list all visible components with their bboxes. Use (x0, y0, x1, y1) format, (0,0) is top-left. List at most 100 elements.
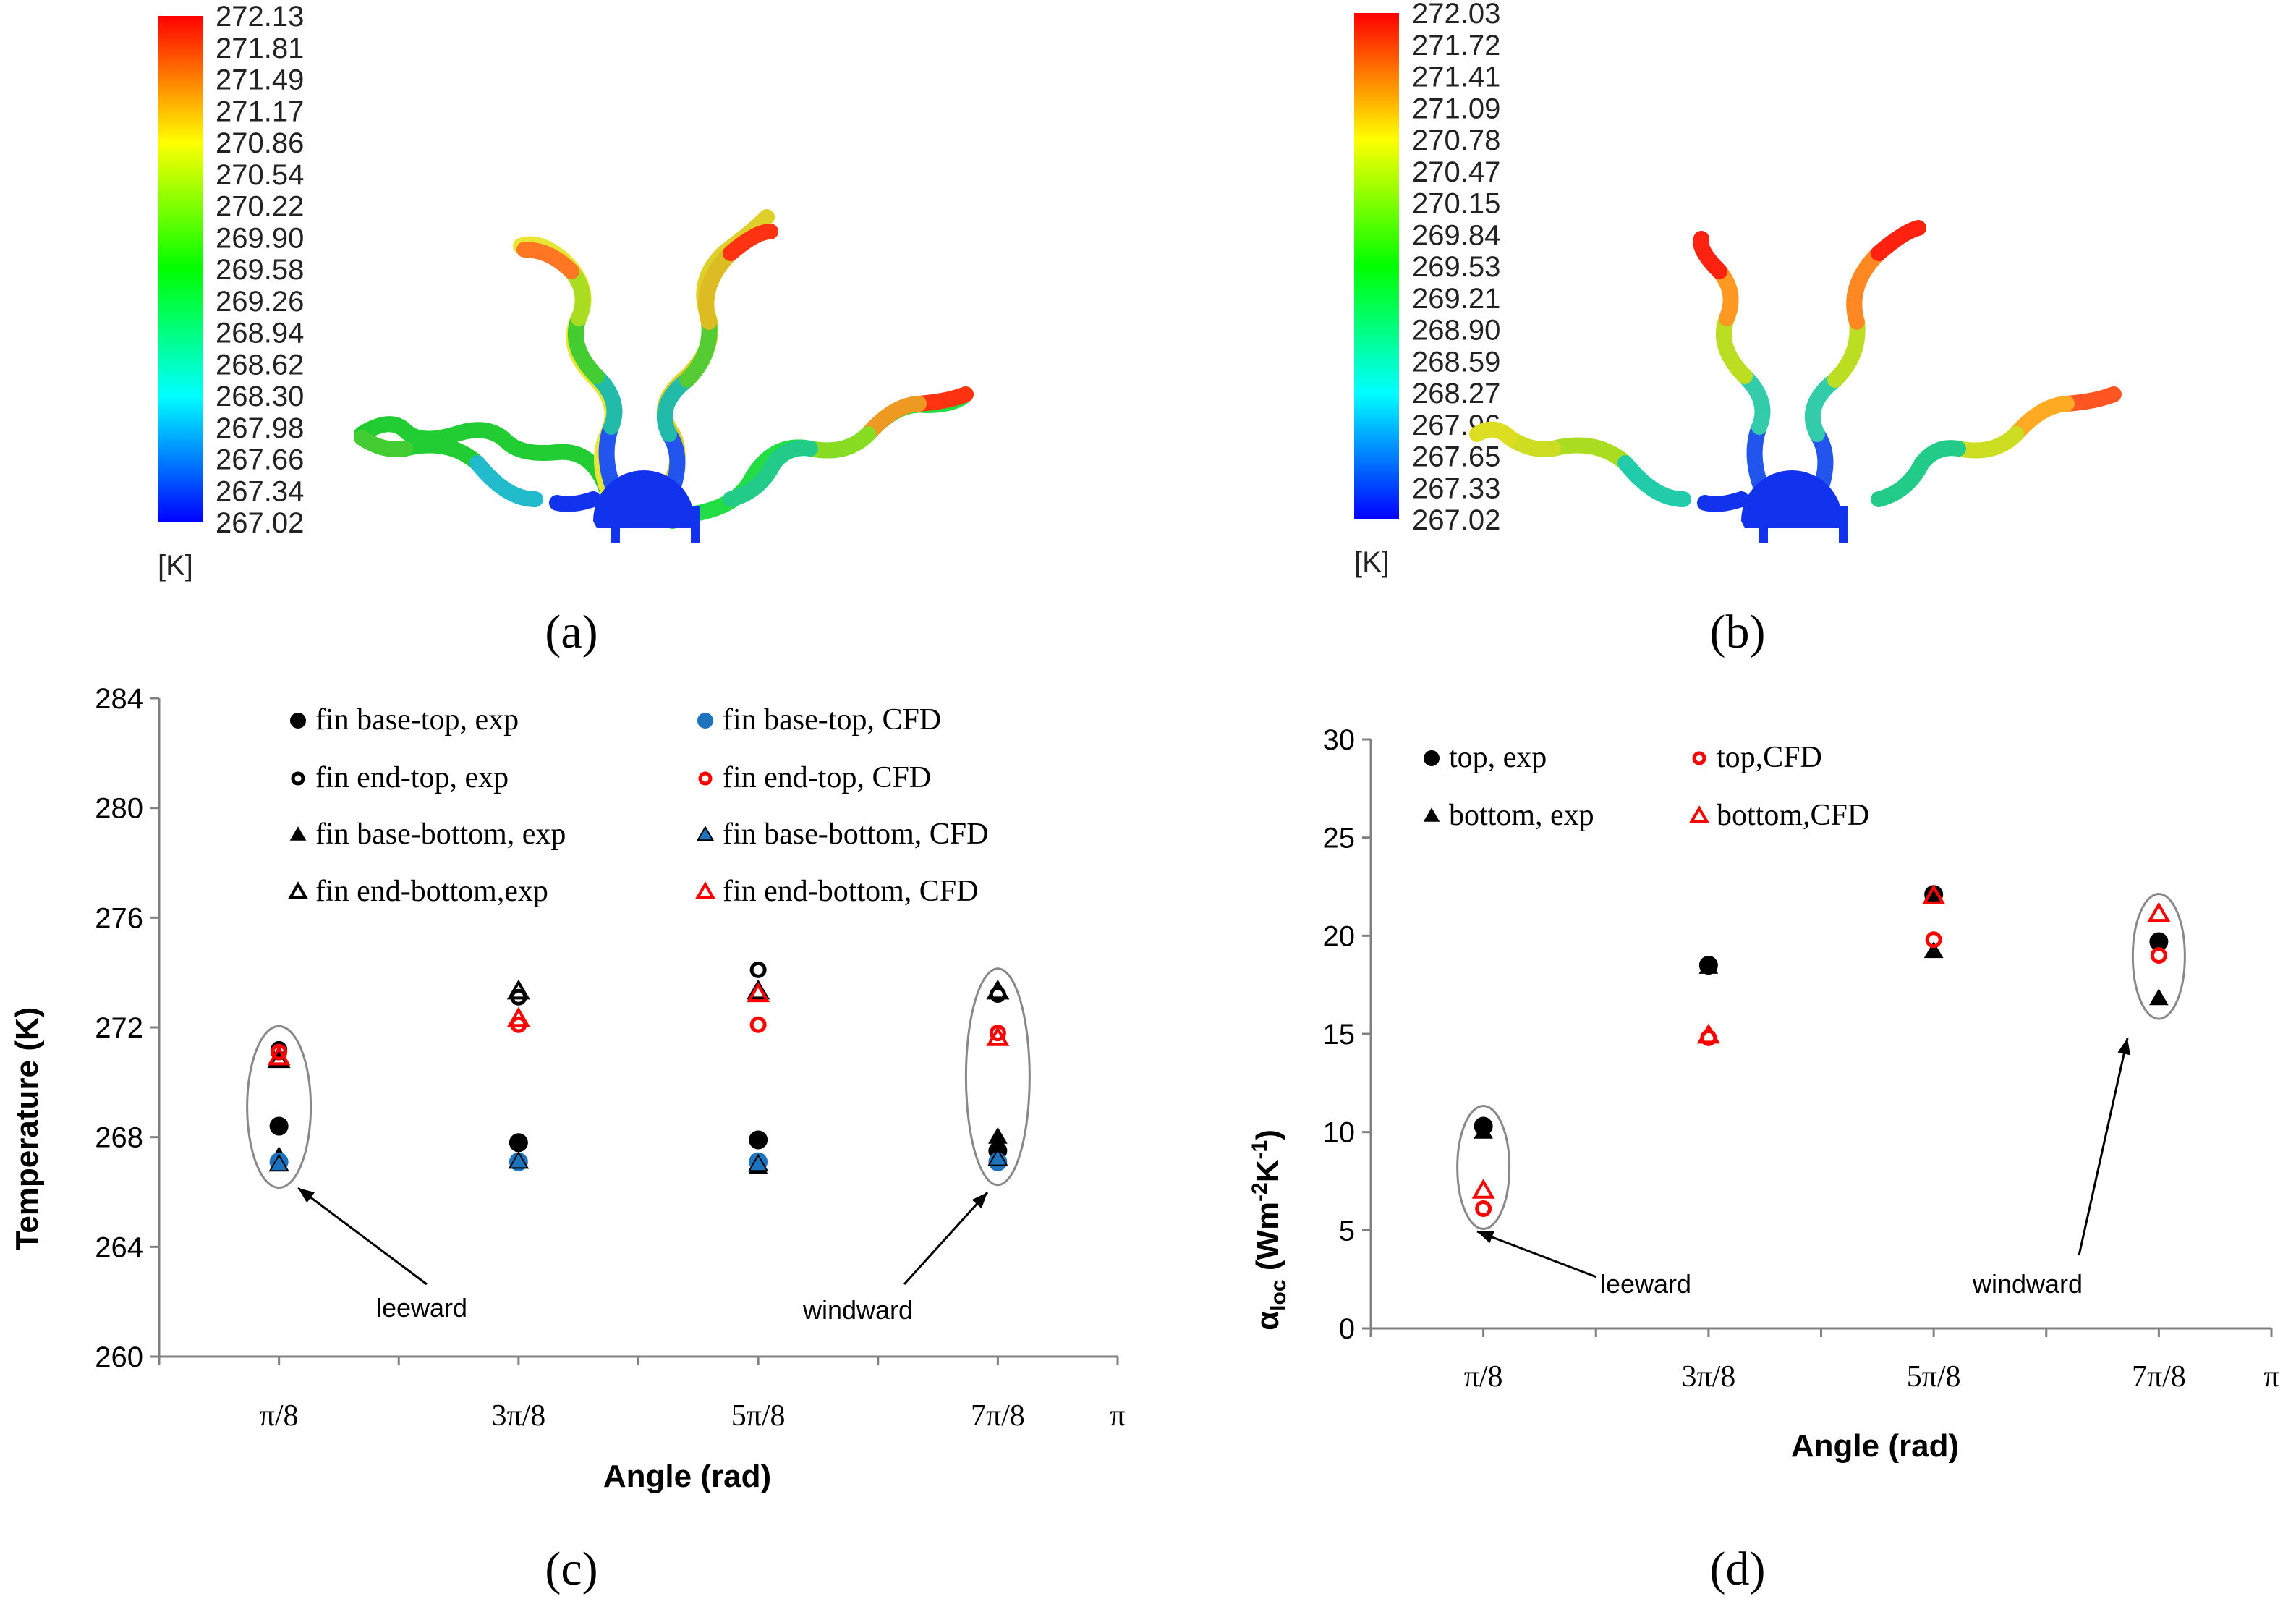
x-tick-label-pi: π (1110, 1399, 1125, 1433)
x-tick-label: 7π/8 (971, 1399, 1025, 1433)
colorbar-tick-label: 272.03 (1412, 0, 1500, 30)
legend-label: fin base-bottom, CFD (723, 818, 988, 851)
y-tick-label: 15 (1323, 1019, 1356, 1051)
chart-c: 260 264 268 272 276 280 284 π/8 3π/8 5π/8 7π/8 π fi… (9, 683, 1126, 1595)
ellipses-c (246, 967, 1031, 1189)
data-point (749, 961, 767, 978)
data-point (747, 1153, 769, 1172)
data-point (747, 982, 770, 1003)
legend-label: fin end-bottom,exp (315, 875, 548, 908)
contour-plot-b: 272.03271.72271.41271.09270.78270.47270.… (1354, 0, 2122, 658)
legend-label: fin end-top, exp (315, 761, 509, 794)
colorbar-tick-label: 271.41 (1412, 61, 1500, 93)
y-label-unit-c-d: ) (1250, 1129, 1285, 1140)
panel-b: 272.03 271.72 271.41 271.09 270.78 270.47 270.… (1148, 0, 2296, 666)
colorbar-tick-label: 269.90 (216, 222, 304, 254)
legend-marker (1692, 751, 1706, 765)
highlight-ellipse (1456, 1105, 1511, 1230)
colorbar-tick-label: 267.66 (216, 444, 304, 476)
legend-label: top, exp (1449, 741, 1547, 774)
colorbar-tick-label: 269.53 (1412, 251, 1500, 283)
data-point (1698, 956, 1719, 974)
panel-label-a: (a) (545, 606, 598, 658)
colorbar-tick-label: 267.98 (216, 412, 304, 444)
annotations-c: leeward windward (297, 1187, 989, 1325)
x-axis-label-c: Angle (rad) (603, 1459, 771, 1494)
annotation-arrow-head (298, 1188, 315, 1203)
colorbar-tick-label: 268.30 (216, 381, 304, 412)
x-tick-label: π/8 (1464, 1360, 1503, 1393)
x-tick-label: 7π/8 (2132, 1360, 2186, 1393)
data-point (749, 1016, 767, 1033)
data-point (508, 1150, 530, 1169)
data-point (2150, 946, 2167, 964)
colorbar-tick-label: 271.09 (1412, 93, 1500, 124)
points-c (267, 961, 1010, 1174)
colorbar-tick-label: 267.02 (216, 507, 304, 539)
y-axis-label-d: αloc (Wm-2K-1) (1248, 1129, 1291, 1331)
colorbar-tick-label: 270.22 (216, 191, 304, 223)
colorbar-tick-label: 268.90 (1412, 315, 1500, 347)
tube-stem-right-b (1839, 506, 1848, 543)
colorbar-tick-label: 268.62 (216, 349, 304, 381)
annotations-d: leeward windward (1476, 1038, 2130, 1299)
legend-label: bottom, exp (1449, 799, 1594, 832)
x-tick-label-pi: π (2263, 1360, 2279, 1393)
data-point (267, 1045, 291, 1066)
colorbar-tick-label: 271.81 (216, 33, 304, 64)
colorbar-tick-label: 271.17 (216, 96, 304, 127)
colorbar-tick-label: 267.65 (1412, 441, 1500, 473)
legend-label: top,CFD (1717, 741, 1822, 774)
data-point (506, 1006, 530, 1027)
data-point (986, 979, 1010, 1000)
legend-marker (289, 826, 307, 841)
data-point (268, 1153, 289, 1172)
y-tick-label: 25 (1323, 823, 1356, 854)
annotation-text: leeward (376, 1293, 467, 1323)
data-point (2148, 988, 2169, 1006)
annotation-arrow-line (297, 1187, 428, 1286)
data-point (987, 1148, 1008, 1166)
legend-label: bottom,CFD (1717, 799, 1869, 832)
y-label-sub-d: loc (1267, 1279, 1291, 1310)
fin-geometry-b (1469, 220, 2122, 512)
colorbar-tick-label: 270.47 (1412, 156, 1500, 188)
data-point (987, 1127, 1008, 1144)
y-label-sup-b-d: -1 (1248, 1140, 1272, 1160)
y-tick-label: 30 (1323, 724, 1356, 756)
contour-plot-a: 272.13271.81271.49271.17270.86270.54270.… (158, 1, 974, 658)
panel-d: 0 5 10 15 20 25 30 π/8 3π/8 5π/8 7π/8 π top, exp bot… (1148, 666, 2296, 1608)
legend-marker (1423, 807, 1440, 822)
colorbar-unit-a: [K] (158, 550, 193, 582)
legend-c: fin base-top, exp fin end-top, exp fin bas… (288, 703, 988, 908)
panel-label-d: (d) (1710, 1543, 1766, 1595)
annotation-arrow-head (1477, 1231, 1494, 1244)
annotation-text: windward (802, 1295, 913, 1325)
colorbar-tick-label: 270.54 (216, 159, 304, 191)
colorbar-tick-label: 269.58 (216, 254, 304, 286)
panel-a: 272.13 271.81 271.49 271.17 270.86 270.54 270.… (0, 0, 1148, 666)
annotation-arrow-head (971, 1192, 987, 1209)
legend-label: fin end-bottom, CFD (723, 875, 979, 908)
panel-label-c: (c) (545, 1543, 598, 1595)
legend-marker (695, 881, 715, 899)
highlight-ellipse (246, 1025, 312, 1189)
y-tick-label: 10 (1323, 1117, 1356, 1149)
highlight-ellipse (2131, 892, 2186, 1020)
annotation-text: windward (1972, 1269, 2083, 1299)
legend-marker (291, 771, 305, 786)
annotation-arrow-line (2078, 1038, 2129, 1256)
x-tick-label: 3π/8 (1681, 1360, 1735, 1393)
y-tick-label: 280 (95, 793, 143, 825)
x-tick-label: 3π/8 (491, 1399, 545, 1433)
colorbar-ticks-a: 272.13271.81271.49271.17270.86270.54270.… (216, 1, 304, 539)
y-tick-label: 272 (95, 1012, 143, 1044)
y-label-unit-a-d: (Wm (1250, 1202, 1285, 1280)
legend-marker (698, 771, 713, 786)
y-tick-label: 5 (1339, 1215, 1355, 1247)
y-tick-label: 276 (95, 902, 143, 934)
legend-marker (1424, 750, 1440, 766)
tube-stem-left-a (611, 506, 620, 543)
y-tick-label: 20 (1323, 920, 1356, 952)
y-label-symbol-d: α (1250, 1311, 1285, 1331)
